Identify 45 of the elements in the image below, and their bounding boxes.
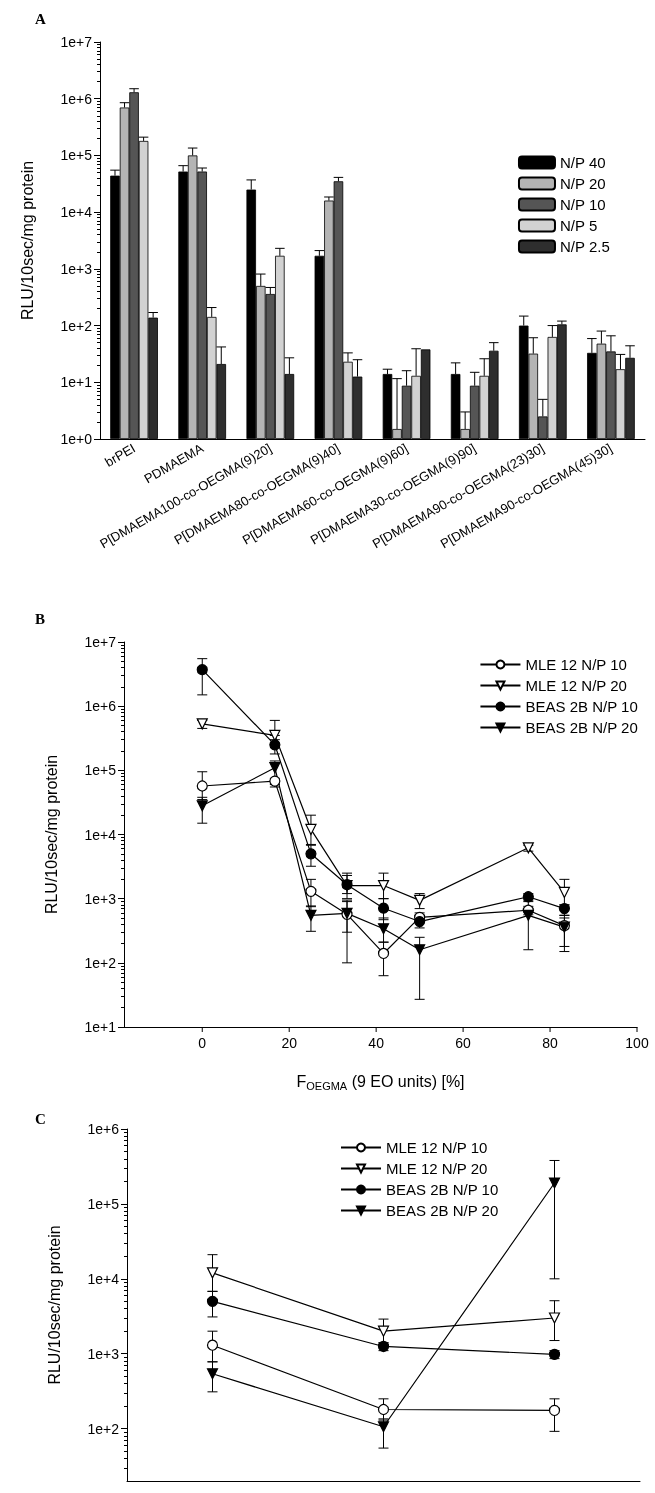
- legend-label: N/P 10: [559, 196, 606, 213]
- x-tick-label: 0: [198, 1035, 207, 1051]
- y-tick-label: 1e+1: [60, 374, 93, 391]
- y-tick-label: 1e+2: [60, 317, 93, 334]
- x-tick-label: 20: [281, 1035, 298, 1051]
- legend-label: MLE 12 N/P 20: [525, 677, 627, 694]
- y-tick-label: 1e+4: [87, 1270, 120, 1287]
- y-tick-label: 1e+5: [60, 147, 93, 164]
- y-axis-title: RLU/10sec/mg protein: [45, 1225, 63, 1385]
- legend-label: BEAS 2B N/P 20: [525, 719, 638, 736]
- legend-label: MLE 12 N/P 10: [386, 1139, 488, 1156]
- y-tick-label: 1e+3: [84, 890, 117, 907]
- legend-label: BEAS 2B N/P 10: [525, 698, 638, 715]
- legend-label: N/P 2.5: [559, 238, 610, 255]
- y-tick-label: 1e+1: [84, 1019, 117, 1035]
- legend-label: N/P 5: [559, 217, 598, 234]
- y-tick-label: 1e+3: [87, 1345, 120, 1362]
- y-tick-label: 1e+7: [60, 34, 93, 50]
- y-axis-title: RLU/10sec/mg protein: [42, 754, 60, 915]
- y-tick-label: 1e+3: [60, 260, 93, 277]
- legend-label: MLE 12 N/P 10: [525, 656, 627, 673]
- y-tick-label: 1e+5: [87, 1195, 120, 1212]
- y-tick-label: 1e+6: [87, 1121, 120, 1137]
- y-tick-label: 1e+2: [84, 954, 117, 971]
- y-tick-label: 1e+6: [84, 698, 117, 715]
- legend-label: N/P 40: [559, 154, 606, 171]
- y-tick-label: 1e+5: [84, 762, 117, 779]
- chart-title: A: [35, 10, 46, 27]
- x-tick-label: 60: [455, 1035, 472, 1051]
- y-tick-label: 1e+7: [84, 634, 117, 650]
- y-axis-title: RLU/10sec/mg protein: [18, 160, 36, 321]
- legend-label: N/P 20: [559, 175, 606, 192]
- y-tick-label: 1e+2: [87, 1420, 120, 1437]
- y-tick-label: 1e+0: [60, 431, 93, 447]
- legend-label: BEAS 2B N/P 10: [386, 1181, 499, 1198]
- x-tick-label: 80: [542, 1035, 559, 1051]
- chart-title: C: [35, 1110, 46, 1127]
- x-tick-label: 40: [368, 1035, 385, 1051]
- x-tick-label: 100: [625, 1035, 649, 1051]
- legend-label: BEAS 2B N/P 20: [386, 1202, 499, 1219]
- y-tick-label: 1e+6: [60, 90, 93, 107]
- chart-title: B: [35, 610, 46, 627]
- legend-label: MLE 12 N/P 20: [386, 1160, 488, 1177]
- y-tick-label: 1e+4: [60, 204, 93, 221]
- y-tick-label: 1e+4: [84, 826, 117, 843]
